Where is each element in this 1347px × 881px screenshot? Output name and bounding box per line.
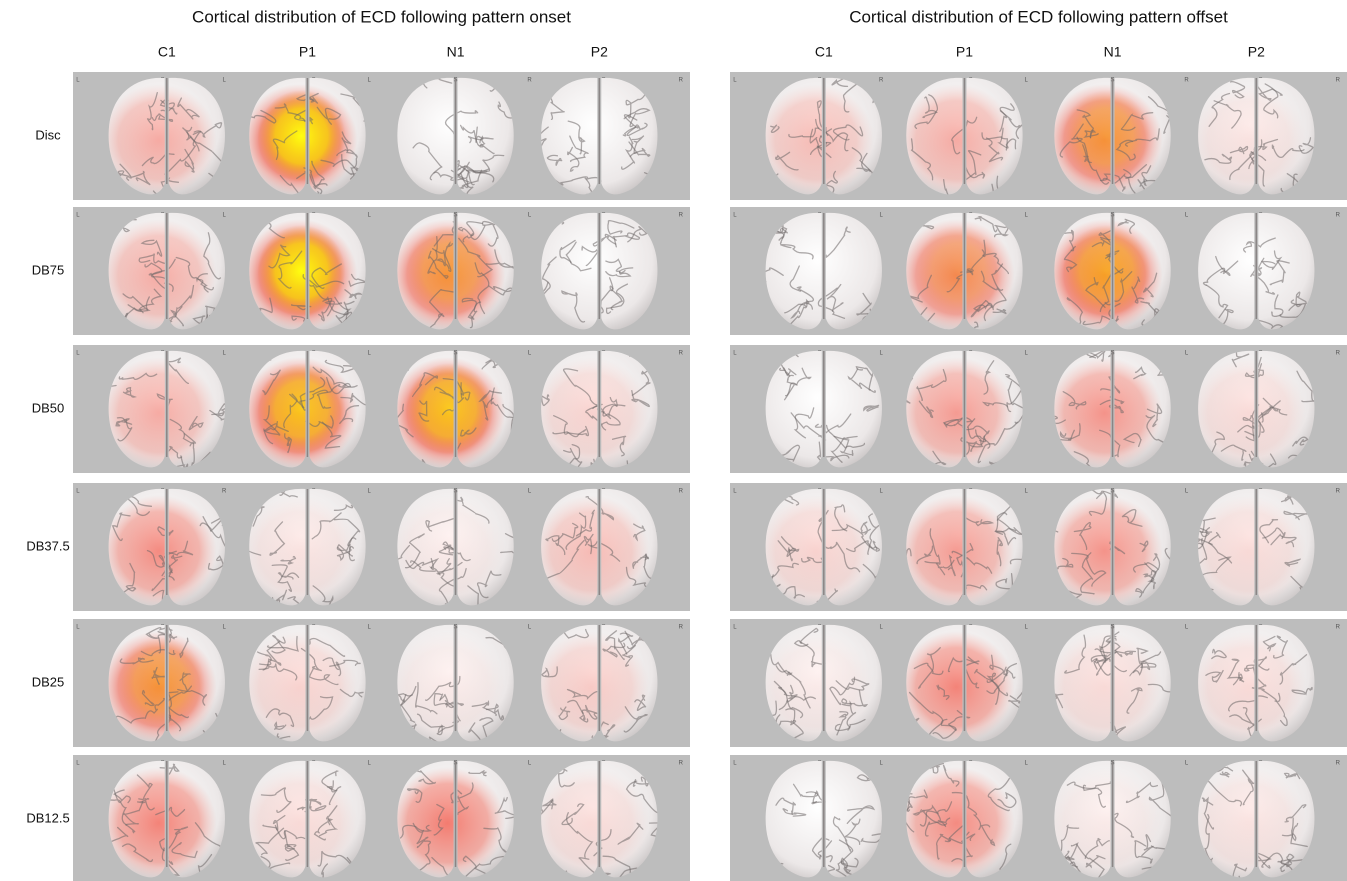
panel-title: Cortical distribution of ECD following p… bbox=[849, 7, 1228, 26]
image-strip bbox=[73, 619, 690, 747]
activation-peak bbox=[406, 363, 494, 455]
image-strip bbox=[730, 207, 1347, 335]
column-header: N1 bbox=[447, 44, 465, 60]
brain-image bbox=[898, 211, 1024, 357]
column-header: C1 bbox=[158, 44, 176, 60]
orientation-marker: R bbox=[1184, 78, 1189, 84]
orientation-marker: R bbox=[222, 489, 227, 495]
orientation-marker: R bbox=[679, 625, 684, 631]
row-label: DB50 bbox=[32, 400, 65, 415]
orientation-marker: R bbox=[679, 78, 684, 84]
orientation-marker: R bbox=[1336, 761, 1341, 767]
column-header: C1 bbox=[815, 44, 833, 60]
orientation-marker: R bbox=[1336, 351, 1341, 357]
orientation-marker: R bbox=[1336, 78, 1341, 84]
page: {"panels": [ {"title": "Cortical distrib… bbox=[0, 0, 1347, 881]
orientation-marker: R bbox=[679, 489, 684, 495]
column-header: N1 bbox=[1104, 44, 1122, 60]
orientation-marker: R bbox=[879, 78, 884, 84]
panel-title: Cortical distribution of ECD following p… bbox=[192, 7, 571, 26]
image-strip bbox=[730, 72, 1347, 200]
image-strip bbox=[73, 755, 690, 881]
orientation-marker: R bbox=[679, 351, 684, 357]
brain bbox=[898, 211, 1024, 357]
activation-peak bbox=[257, 90, 345, 182]
row-label: DB37.5 bbox=[26, 538, 69, 553]
row-label: DB12.5 bbox=[26, 810, 69, 825]
orientation-marker: R bbox=[679, 761, 684, 767]
brain-image bbox=[764, 759, 884, 881]
orientation-marker: R bbox=[1336, 625, 1341, 631]
orientation-marker: R bbox=[1336, 489, 1341, 495]
image-strip bbox=[730, 619, 1347, 747]
orientation-marker: R bbox=[679, 213, 684, 219]
image-strip bbox=[730, 755, 1347, 881]
column-header: P2 bbox=[591, 44, 608, 60]
image-strip bbox=[73, 345, 690, 473]
column-header: P2 bbox=[1248, 44, 1265, 60]
image-strip bbox=[73, 483, 690, 611]
column-header: P1 bbox=[299, 44, 316, 60]
figure: Cortical distribution of ECD following p… bbox=[0, 0, 1347, 881]
image-strip bbox=[730, 483, 1347, 611]
column-header: P1 bbox=[956, 44, 973, 60]
orientation-marker: R bbox=[527, 78, 532, 84]
row-label: DB75 bbox=[32, 262, 65, 277]
row-label: Disc bbox=[35, 127, 61, 142]
orientation-marker: R bbox=[1336, 213, 1341, 219]
row-label: DB25 bbox=[32, 674, 65, 689]
image-strip bbox=[73, 207, 690, 335]
image-strip bbox=[73, 72, 690, 200]
image-strip bbox=[730, 345, 1347, 473]
